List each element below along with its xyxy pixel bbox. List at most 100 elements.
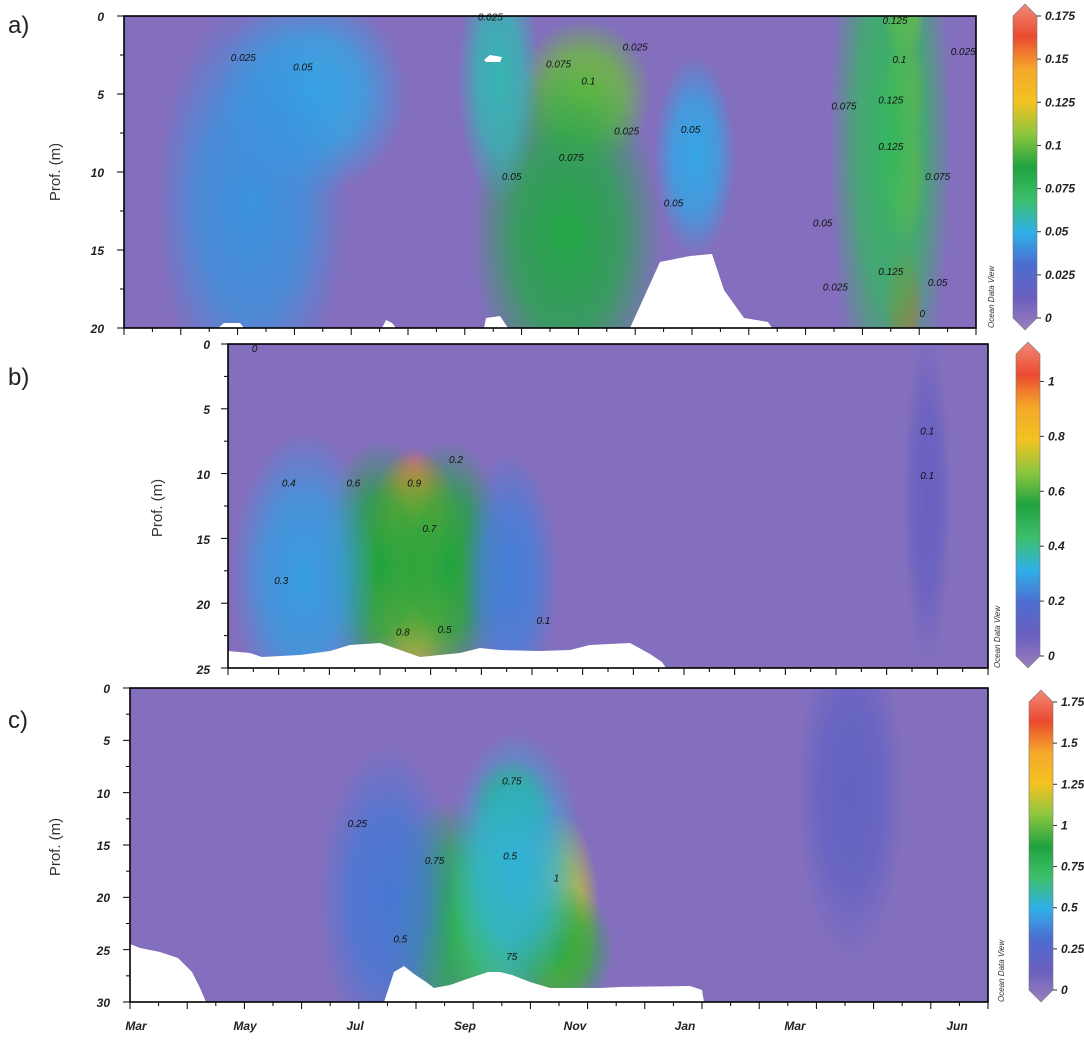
svg-text:5: 5 [203,403,210,417]
svg-text:10: 10 [91,166,105,180]
panel-b-watermark: Ocean Data View [993,605,1002,668]
pc-contour-label-0: 0.25 [348,819,368,830]
panel-a-colorbar: 0 0.025 0.05 0.075 0.1 0.125 0.15 0.175 [1012,3,1075,331]
svg-text:May: May [233,1019,258,1033]
panel-c-tick-marks [123,687,989,1009]
pb-contour-label-11: 0.1 [920,471,934,482]
panel-a-contour-labels: 0.025 0.05 0.025 0.075 0.1 0.025 0.025 0.05 0.07… [231,13,976,320]
pc-colorbar-tick-7: 1.75 [1061,695,1084,709]
pa-contour-label-1: 0.05 [293,63,313,74]
panel-a-ylabel: Prof. (m) [47,143,64,201]
pa-contour-label-9: 0.05 [502,172,522,183]
pa-contour-label-19: 0.05 [928,278,948,289]
svg-text:30: 30 [97,996,111,1010]
panel-a-field [124,16,976,328]
pc-colorbar-tick-2: 0.5 [1061,901,1078,915]
svg-text:25: 25 [96,944,111,958]
pa-hotspot-1 [156,16,348,328]
pb-contour-label-8: 0.5 [438,625,452,636]
pa-contour-label-13: 0.125 [878,95,903,106]
pb-colorbar-tick-2: 0.4 [1048,539,1065,553]
pa-colorbar-tick-4: 0.1 [1045,138,1062,152]
pb-contour-label-3: 0.6 [346,479,360,490]
svg-text:15: 15 [197,533,211,547]
panel-b-mask [228,643,666,668]
pb-contour-label-9: 0.1 [536,616,550,627]
panel-c-contour-labels: 0.25 0.75 0.75 0.5 1 0.5 75 [348,776,560,963]
svg-text:25: 25 [196,663,211,677]
svg-text:20: 20 [196,598,211,612]
svg-text:Mar: Mar [125,1019,148,1033]
pb-hotspot-4 [231,432,377,668]
panel-b-yticks: 0 5 10 15 20 25 [196,338,211,677]
pc-contour-label-4: 1 [554,874,560,885]
pa-contour-label-16: 0.05 [813,219,833,230]
pa-contour-label-15: 0.075 [925,172,950,183]
panel-c-colorbar: 0 0.25 0.5 0.75 1 1.25 1.5 1.75 [1028,689,1084,1003]
pc-hotspot-5 [447,731,585,1000]
panel-c-ylabel: Prof. (m) [47,818,64,876]
panel-b-ylabel: Prof. (m) [149,479,166,537]
pa-contour-label-17: 0.125 [878,267,903,278]
pb-contour-label-5: 0.7 [422,524,436,535]
pa-contour-label-22: 0 [920,309,926,320]
pc-colorbar-tick-5: 1.25 [1061,777,1084,791]
svg-text:20: 20 [96,891,111,905]
panel-c-yticks: 0 5 10 15 20 25 30 [96,682,111,1010]
pc-contour-label-1: 0.75 [502,776,522,787]
pb-contour-label-4: 0.9 [407,479,421,490]
pc-colorbar-tick-1: 0.25 [1061,942,1084,956]
pb-colorbar-tick-4: 0.8 [1048,429,1065,443]
pa-colorbar-tick-0: 0 [1045,311,1052,325]
panel-a-yticks: 0 5 10 15 20 [90,10,105,336]
panel-b-field [228,344,988,668]
pa-contour-label-0: 0.025 [231,53,256,64]
pc-colorbar-bar [1028,689,1054,1003]
panel-a-mask [218,55,772,328]
svg-text:0: 0 [97,10,104,24]
panel-c: c) Prof. (m) 0.25 0.75 0.75 0.5 1 0.5 75 0 5 1… [8,682,1084,1033]
svg-text:Jun: Jun [946,1019,967,1033]
svg-text:20: 20 [90,322,105,336]
pa-contour-label-2: 0.025 [478,13,503,24]
pb-colorbar-tick-0: 0 [1048,649,1055,663]
pa-contour-label-12: 0.1 [892,55,906,66]
pa-contour-label-18: 0.025 [823,283,848,294]
panel-b-letter: b) [8,364,29,391]
pb-contour-label-2: 0.4 [282,479,296,490]
pa-contour-label-6: 0.025 [614,127,639,138]
pa-colorbar-bar [1012,3,1038,331]
svg-text:Jul: Jul [346,1019,364,1033]
panel-b-colorbar: 0 0.2 0.4 0.6 0.8 1 [1015,341,1065,669]
pa-contour-label-8: 0.075 [559,153,584,164]
pa-contour-label-10: 0.05 [664,198,684,209]
pa-contour-label-4: 0.1 [581,77,595,88]
pa-hotspot-4 [457,16,540,204]
pb-colorbar-tick-3: 0.6 [1048,484,1065,498]
svg-text:Sep: Sep [454,1019,476,1033]
pc-contour-label-3: 0.5 [503,852,517,863]
panel-b-tick-marks [221,343,989,675]
pb-colorbar-tick-5: 1 [1048,374,1055,388]
panel-c-mask [130,944,704,1002]
pc-contour-label-6: 75 [506,952,518,963]
pc-hotspot-6 [318,746,457,1002]
panel-c-letter: c) [8,707,28,734]
pb-contour-label-10: 0.1 [920,427,934,438]
svg-text:5: 5 [103,734,110,748]
pa-contour-label-7: 0.05 [681,125,701,136]
pa-hotspot-10 [829,16,953,328]
pc-colorbar-tick-0: 0 [1061,983,1068,997]
pc-colorbar-tick-6: 1.5 [1061,736,1078,750]
panel-c-watermark: Ocean Data View [997,939,1006,1002]
pa-contour-label-21: 0.125 [883,16,908,27]
pa-colorbar-tick-7: 0.175 [1045,9,1075,23]
pb-contour-label-6: 0.3 [274,576,288,587]
pb-hotspot-6 [902,344,952,666]
pc-colorbar-tick-4: 1 [1061,818,1068,832]
pa-colorbar-tick-1: 0.025 [1045,268,1075,282]
pc-colorbar-tick-3: 0.75 [1061,860,1084,874]
svg-text:0: 0 [103,682,110,696]
pa-colorbar-tick-6: 0.15 [1045,52,1069,66]
